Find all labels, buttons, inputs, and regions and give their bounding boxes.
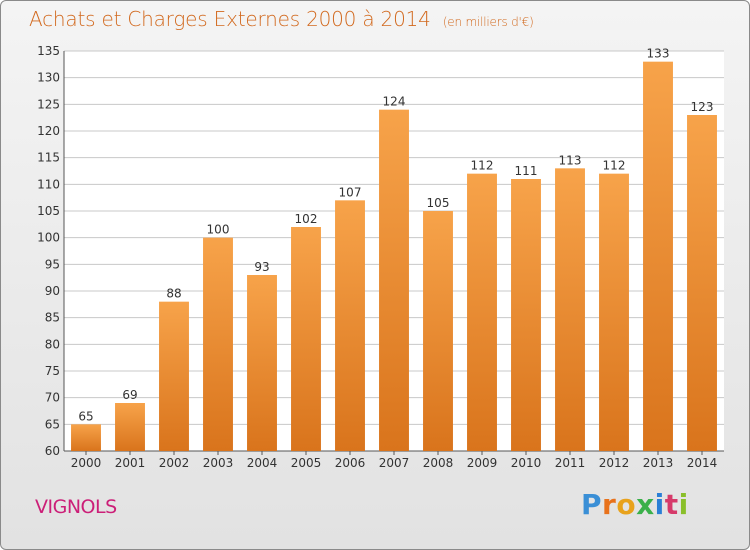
bar-value-label: 124 bbox=[383, 95, 406, 109]
y-tick-label: 120 bbox=[37, 124, 60, 138]
logo-letter: i bbox=[654, 488, 665, 521]
x-tick-label: 2012 bbox=[599, 456, 630, 470]
bar-value-label: 93 bbox=[254, 260, 269, 274]
chart-title-block: Achats et Charges Externes 2000 à 2014 (… bbox=[29, 7, 534, 31]
x-tick-label: 2002 bbox=[159, 456, 190, 470]
bar bbox=[555, 168, 585, 452]
commune-name: VIGNOLS bbox=[35, 496, 117, 518]
x-tick-label: 2008 bbox=[423, 456, 454, 470]
bar bbox=[115, 403, 145, 451]
y-tick-label: 95 bbox=[45, 257, 60, 271]
y-tick-label: 135 bbox=[37, 44, 60, 58]
bar-value-label: 112 bbox=[471, 159, 494, 173]
bar bbox=[71, 424, 101, 451]
logo-letter: t bbox=[664, 488, 679, 521]
bar-value-label: 65 bbox=[78, 409, 93, 423]
y-tick-label: 105 bbox=[37, 204, 60, 218]
bar bbox=[423, 211, 453, 451]
bar bbox=[247, 275, 277, 451]
bar bbox=[159, 301, 189, 451]
bar-value-label: 113 bbox=[559, 153, 582, 167]
y-tick-label: 130 bbox=[37, 71, 60, 85]
x-tick-label: 2013 bbox=[643, 456, 674, 470]
y-tick-label: 60 bbox=[45, 444, 60, 458]
x-tick-label: 2001 bbox=[115, 456, 146, 470]
y-tick-label: 65 bbox=[45, 417, 60, 431]
bar-value-label: 69 bbox=[122, 388, 137, 402]
y-tick-label: 85 bbox=[45, 311, 60, 325]
bar bbox=[643, 61, 673, 452]
x-tick-label: 2004 bbox=[247, 456, 278, 470]
x-tick-label: 2007 bbox=[379, 456, 410, 470]
bar bbox=[687, 115, 717, 451]
bar-value-label: 107 bbox=[339, 185, 362, 199]
bar bbox=[467, 173, 497, 451]
y-tick-label: 75 bbox=[45, 364, 60, 378]
logo-letter: r bbox=[602, 488, 617, 521]
x-tick-label: 2000 bbox=[71, 456, 102, 470]
bar bbox=[599, 173, 629, 451]
bar bbox=[511, 179, 541, 451]
x-tick-label: 2011 bbox=[555, 456, 586, 470]
bar bbox=[335, 200, 365, 451]
logo-letter: o bbox=[616, 488, 637, 521]
logo-letter: i bbox=[678, 488, 689, 521]
logo-letter: P bbox=[581, 488, 603, 521]
bar-value-label: 100 bbox=[207, 223, 230, 237]
bar-value-label: 102 bbox=[295, 212, 318, 226]
bar-value-label: 133 bbox=[647, 47, 670, 61]
y-tick-label: 100 bbox=[37, 231, 60, 245]
bar bbox=[379, 109, 409, 452]
y-tick-label: 115 bbox=[37, 151, 60, 165]
bar bbox=[203, 237, 233, 451]
x-tick-label: 2006 bbox=[335, 456, 366, 470]
y-tick-label: 125 bbox=[37, 97, 60, 111]
chart-title: Achats et Charges Externes 2000 à 2014 bbox=[29, 7, 431, 31]
bar-value-label: 123 bbox=[691, 100, 714, 114]
bar-value-label: 111 bbox=[515, 164, 538, 178]
x-tick-label: 2009 bbox=[467, 456, 498, 470]
x-tick-label: 2003 bbox=[203, 456, 234, 470]
y-tick-label: 80 bbox=[45, 337, 60, 351]
logo-letter: x bbox=[636, 488, 655, 521]
y-tick-label: 70 bbox=[45, 391, 60, 405]
y-tick-label: 90 bbox=[45, 284, 60, 298]
x-tick-label: 2005 bbox=[291, 456, 322, 470]
proxiti-logo: Proxiti bbox=[581, 488, 689, 521]
bar-value-label: 105 bbox=[427, 196, 450, 210]
bar-value-label: 88 bbox=[166, 287, 181, 301]
bar bbox=[291, 227, 321, 451]
x-tick-label: 2014 bbox=[687, 456, 718, 470]
bar-value-label: 112 bbox=[603, 159, 626, 173]
y-tick-label: 110 bbox=[37, 177, 60, 191]
x-tick-label: 2010 bbox=[511, 456, 542, 470]
chart-subtitle: (en milliers d'€) bbox=[442, 15, 534, 29]
